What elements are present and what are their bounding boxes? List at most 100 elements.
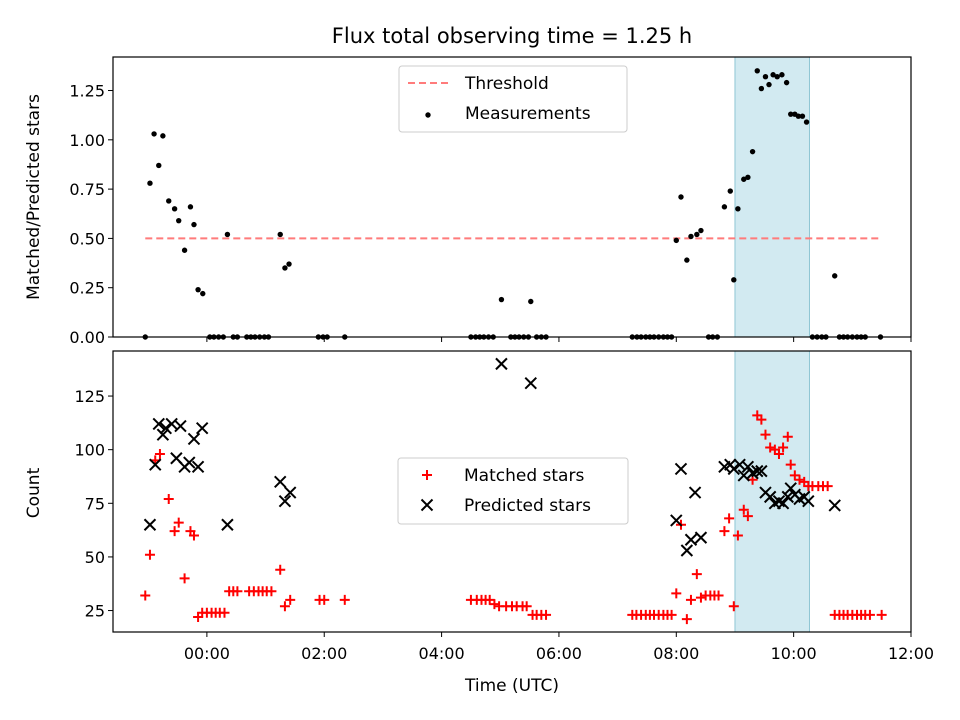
legend-entry-label: Matched stars [464,466,584,486]
predicted-star-point [187,432,201,446]
y-tick-label: 100 [74,441,105,460]
matched-star-point [732,530,743,541]
matched-star-point [822,481,833,492]
measurement-point [187,204,194,210]
measurement-point [224,231,231,238]
predicted-star-point [694,531,708,544]
y-tick-label: 0.00 [69,328,105,347]
predicted-star-point [755,464,768,478]
predicted-star-point [159,422,173,435]
y-tick-label: 0.25 [69,279,105,298]
top-subplot: 0.00 0.25 0.50 0.75 1.00 1.25 Threshold Measure… [69,56,912,347]
predicted-star-point [828,499,841,512]
predicted-star-point [278,494,292,508]
measurement-point [735,206,741,212]
measurement-point [741,176,747,182]
y-tick-label: 0.75 [69,180,105,199]
x-tick-label: 10:00 [771,644,817,663]
x-tick-label: 08:00 [653,644,699,663]
predicted-star-point [156,428,170,441]
legend-box [397,457,629,525]
predicted-star-point [195,422,209,435]
y-tick-label: 0.50 [69,229,105,248]
measurement-point [783,79,790,86]
measurement-point [832,273,838,279]
measurement-point [698,227,704,234]
measurement-point [745,174,751,180]
matched-star-point [521,601,532,612]
matched-star-point [671,588,682,599]
measurement-point [694,231,700,238]
measurement-point [200,290,206,297]
matched-star-point [266,586,277,597]
predicted-star-point [776,497,790,510]
predicted-star-point [784,482,797,495]
measurement-point [770,72,776,78]
measurement-point [498,296,505,303]
measurement-point [277,231,283,238]
bottom-y-axis-label: Count [24,467,44,518]
x-tick-label: 12:00 [888,644,934,663]
y-tick-label: 1.00 [69,131,105,150]
predicted-star-point [763,490,777,504]
measurement-point [151,131,157,137]
matched-star-point [685,594,696,605]
matched-star-point [541,609,552,620]
matched-star-point [681,614,692,625]
predicted-star-point [781,490,794,504]
predicted-star-point [751,464,764,478]
measurement-point [181,247,188,253]
measurement-point [171,206,178,212]
x-tick-label: 00:00 [184,644,230,663]
measurement-point [688,233,694,240]
matched-star-point [785,459,796,470]
measurement-point [774,74,780,80]
y-tick-label: 25 [85,602,105,621]
matched-star-point [765,442,776,453]
predicted-star-point [741,460,755,474]
measurement-point [731,277,737,283]
legend-entry-label: Threshold [464,74,549,94]
chart-title: Flux total observing time = 1.25 h [332,24,692,48]
matched-star-point [339,594,350,605]
y-tick-label: 125 [74,387,105,406]
predicted-star-point [283,486,297,499]
matched-star-point [489,599,500,610]
predicted-star-point [524,376,537,390]
shaded-region [734,56,810,338]
matched-star-point [144,549,155,560]
predicted-star-point [674,462,688,476]
matched-star-point [738,504,749,515]
measurement-point [754,68,760,74]
measurement-point [282,265,288,271]
matched-star-point [778,442,789,453]
predicted-star-point [670,514,683,527]
x-axis-label: Time (UTC) [464,676,559,696]
predicted-star-point [274,475,287,489]
matched-star-point [876,609,887,620]
legend-entry-label: Predicted stars [464,496,591,516]
matched-star-point [864,609,875,620]
measurement-point [766,81,772,88]
measurement-point [195,286,201,293]
axes-frame [112,56,912,338]
matched-star-point [169,526,180,537]
measurement-point [156,162,162,169]
matched-star-point [179,573,190,584]
measurement-point [799,113,806,119]
predicted-star-point [143,518,157,531]
measurement-point [758,85,765,92]
x-tick-label: 02:00 [301,644,347,663]
matched-star-point [695,592,706,603]
matched-star-point [173,517,184,528]
matched-star-point [188,530,199,541]
measurement-point [147,180,153,186]
measurement-point [779,72,785,78]
matched-star-point [724,513,735,524]
matched-star-point [742,511,753,522]
legend-measurement-swatch [425,112,431,118]
matched-star-point [713,590,724,601]
measurement-point [721,204,728,210]
matched-star-point [154,448,165,459]
top-y-axis-label: Matched/Predicted stars [24,94,44,300]
